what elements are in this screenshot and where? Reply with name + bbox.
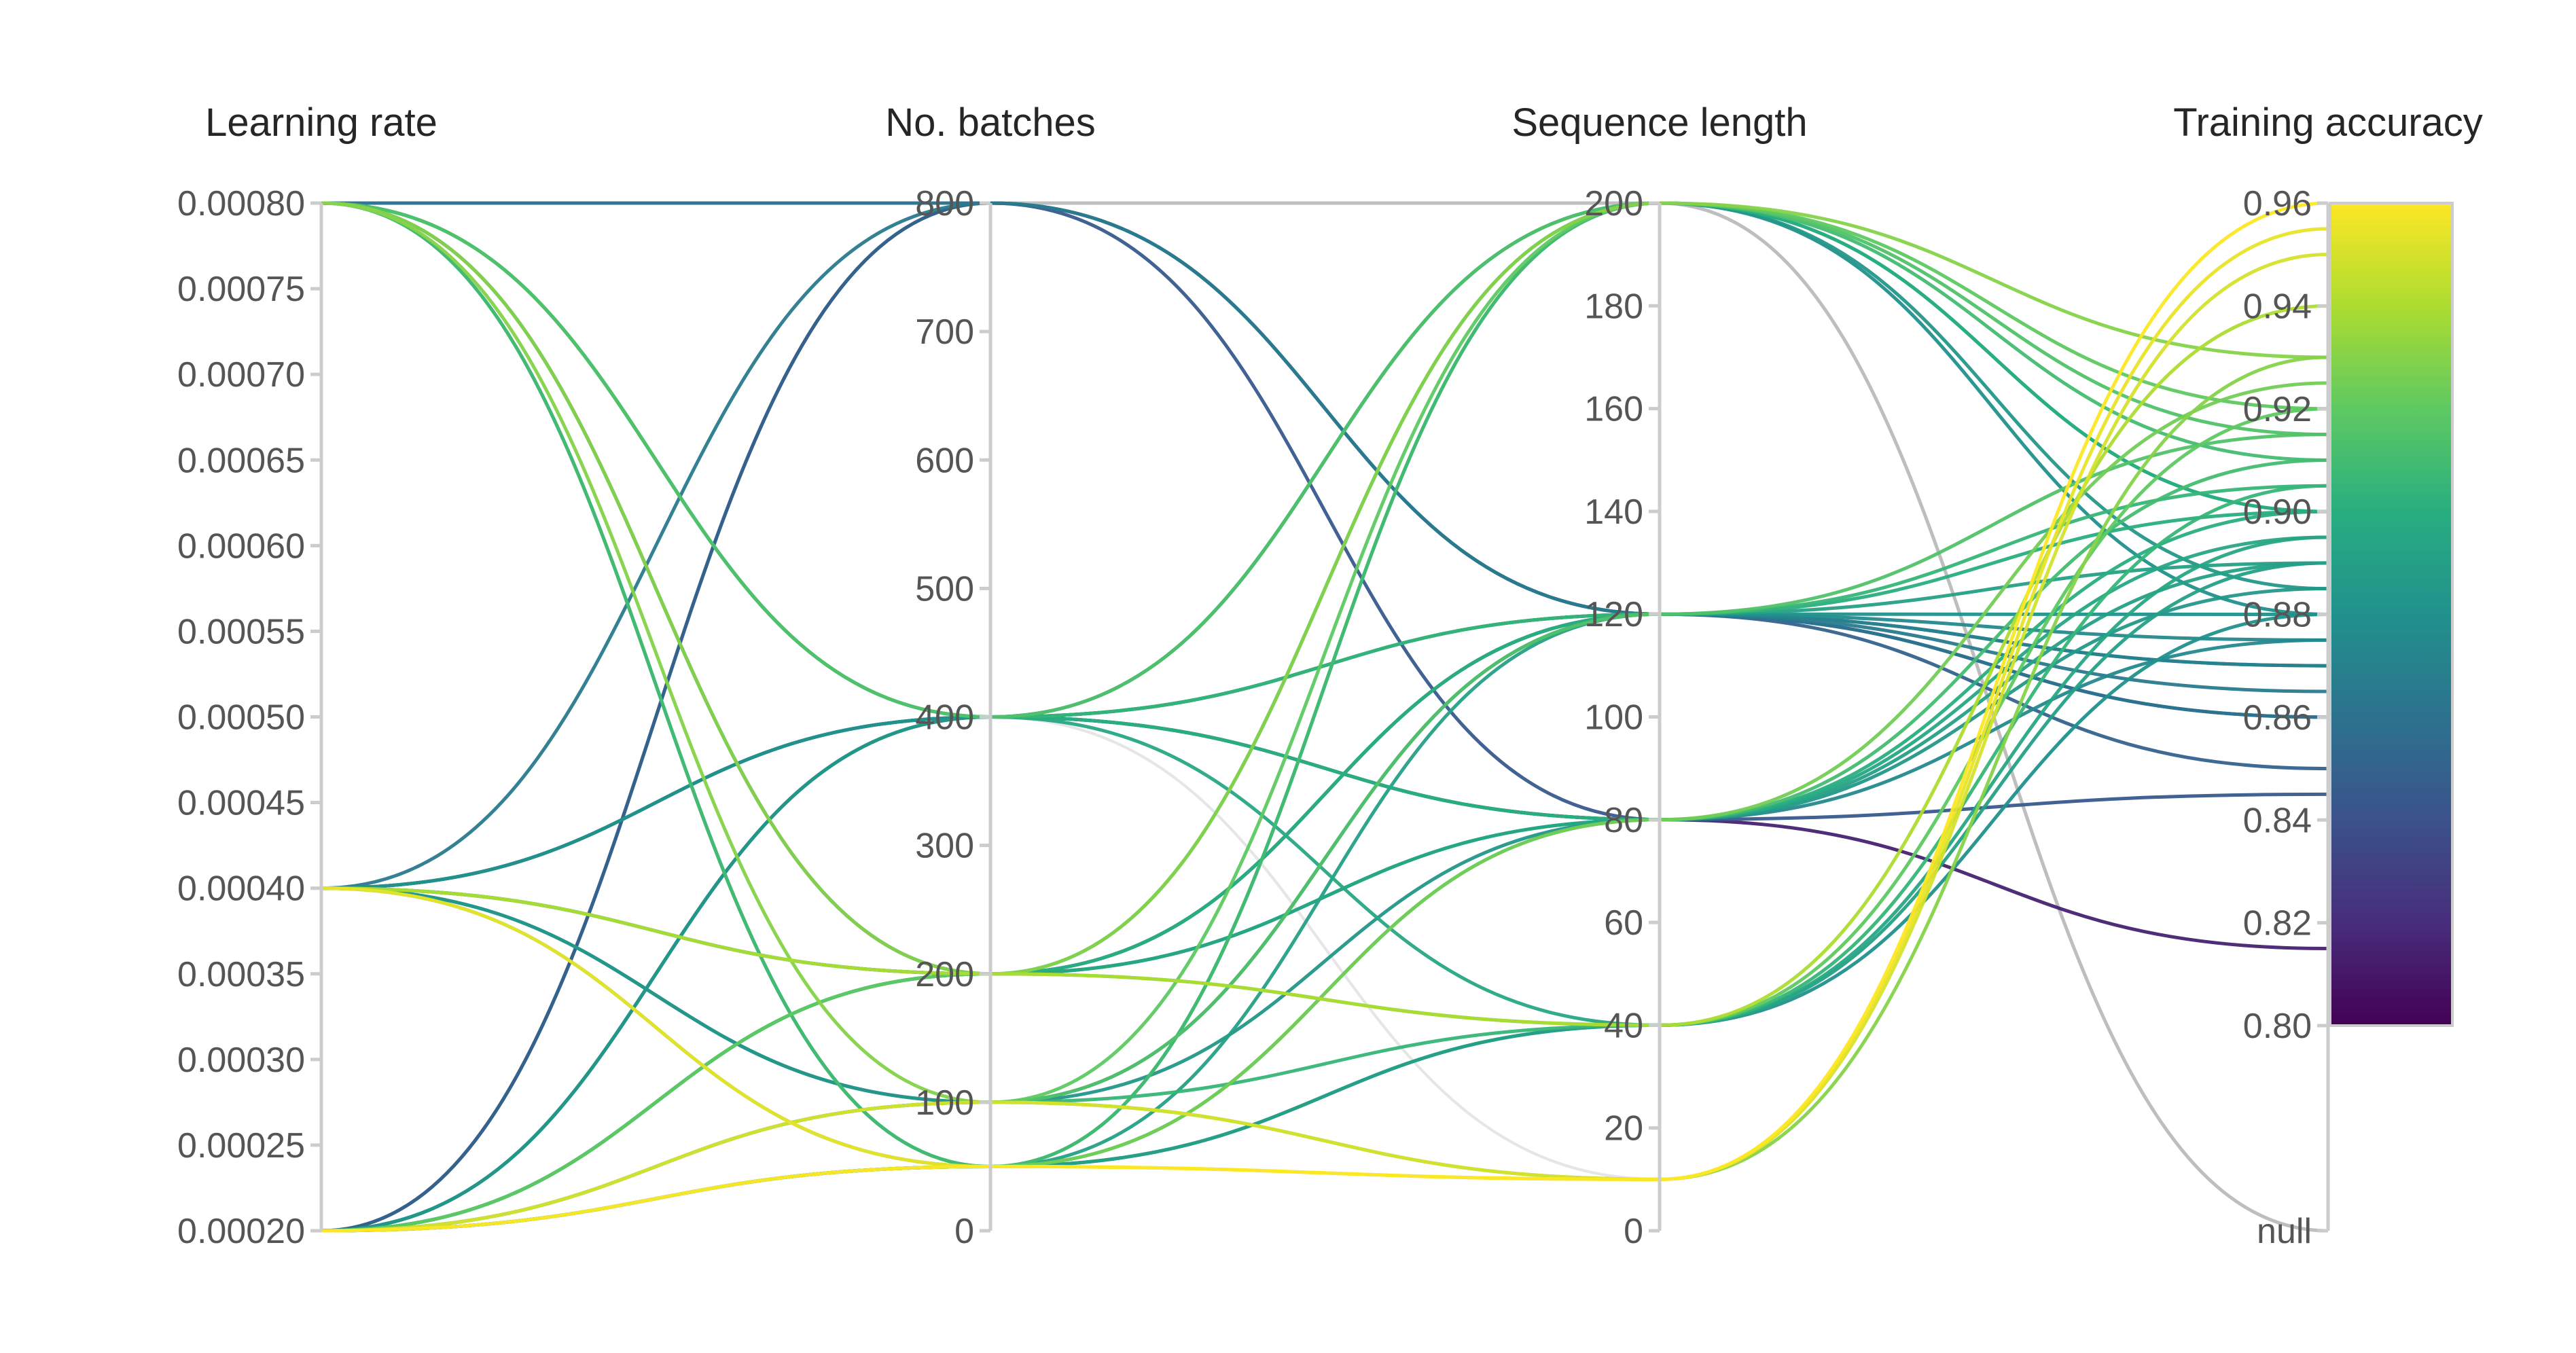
tick-label: 0.92 bbox=[2243, 390, 2312, 429]
tick-label: 180 bbox=[1584, 287, 1643, 326]
tick-label: 100 bbox=[1584, 698, 1643, 738]
tick-label: 160 bbox=[1584, 390, 1643, 429]
tick-label: 0.00045 bbox=[177, 784, 305, 823]
axis-batches: No. batches 800 700 600 500 400 300 200 100 0 bbox=[885, 101, 1096, 1251]
data-line[interactable] bbox=[321, 201, 2329, 1181]
data-line[interactable] bbox=[321, 304, 2329, 1027]
tick-label: 0.00055 bbox=[177, 612, 305, 651]
tick-label: 0.00025 bbox=[177, 1126, 305, 1166]
axis-lr: Learning rate 0.00080 0.00075 0.00070 0.0006… bbox=[177, 101, 437, 1251]
tick-label: 0 bbox=[1624, 1212, 1643, 1251]
axis-title[interactable]: Training accuracy bbox=[2173, 101, 2483, 145]
tick-label: 0 bbox=[954, 1212, 974, 1251]
tick-label: 0.80 bbox=[2243, 1007, 2312, 1046]
colorbar bbox=[2329, 202, 2454, 1027]
data-lines-layer bbox=[321, 201, 2329, 1233]
axis-title[interactable]: Learning rate bbox=[205, 101, 437, 145]
data-line[interactable] bbox=[321, 201, 2329, 890]
tick-label: null bbox=[2257, 1212, 2312, 1251]
axis-acc: Training accuracy 0.96 0.94 0.92 0.90 0.88 0.8… bbox=[2173, 101, 2483, 1251]
tick-label: 0.00075 bbox=[177, 270, 305, 309]
tick-label: 0.90 bbox=[2243, 492, 2312, 532]
tick-label: 20 bbox=[1604, 1109, 1643, 1149]
tick-label: 0.00020 bbox=[177, 1212, 305, 1251]
tick-label: 0.86 bbox=[2243, 698, 2312, 738]
tick-label: 0.00080 bbox=[177, 184, 305, 223]
tick-label: 0.84 bbox=[2243, 801, 2312, 840]
data-line[interactable] bbox=[321, 201, 2329, 719]
tick-label: 120 bbox=[1584, 595, 1643, 634]
tick-label: 200 bbox=[1584, 184, 1643, 223]
axis-title[interactable]: No. batches bbox=[885, 101, 1096, 145]
tick-label: 40 bbox=[1604, 1006, 1643, 1045]
tick-label: 0.88 bbox=[2243, 596, 2312, 635]
tick-label: 0.00030 bbox=[177, 1041, 305, 1080]
tick-label: 200 bbox=[915, 955, 974, 994]
tick-label: 0.96 bbox=[2243, 184, 2312, 223]
tick-label: 140 bbox=[1584, 492, 1643, 532]
tick-label: 0.00060 bbox=[177, 526, 305, 566]
data-line[interactable] bbox=[321, 509, 2329, 976]
axes-layer: Learning rate 0.00080 0.00075 0.00070 0.0006… bbox=[177, 101, 2483, 1251]
tick-label: 700 bbox=[915, 312, 974, 352]
tick-label: 0.00050 bbox=[177, 698, 305, 738]
tick-label: 0.82 bbox=[2243, 904, 2312, 943]
colorbar-gradient bbox=[2329, 202, 2454, 1027]
axis-seq: Sequence length2001801601401201008060402… bbox=[1511, 101, 1807, 1251]
axis-title[interactable]: Sequence length bbox=[1511, 101, 1807, 145]
data-line[interactable] bbox=[321, 253, 2329, 1233]
tick-label: 80 bbox=[1604, 801, 1643, 840]
tick-label: 60 bbox=[1604, 903, 1643, 943]
tick-label: 600 bbox=[915, 441, 974, 480]
tick-label: 100 bbox=[915, 1083, 974, 1123]
tick-label: 0.00065 bbox=[177, 441, 305, 480]
data-line[interactable] bbox=[321, 201, 2329, 1233]
tick-label: 0.94 bbox=[2243, 287, 2312, 326]
tick-label: 300 bbox=[915, 827, 974, 866]
tick-label: 0.00070 bbox=[177, 355, 305, 395]
data-line[interactable] bbox=[321, 201, 2329, 976]
data-line[interactable] bbox=[321, 201, 2329, 890]
tick-label: 0.00035 bbox=[177, 955, 305, 994]
tick-label: 800 bbox=[915, 184, 974, 223]
tick-label: 0.00040 bbox=[177, 869, 305, 909]
tick-label: 500 bbox=[915, 569, 974, 609]
tick-label: 400 bbox=[915, 698, 974, 738]
